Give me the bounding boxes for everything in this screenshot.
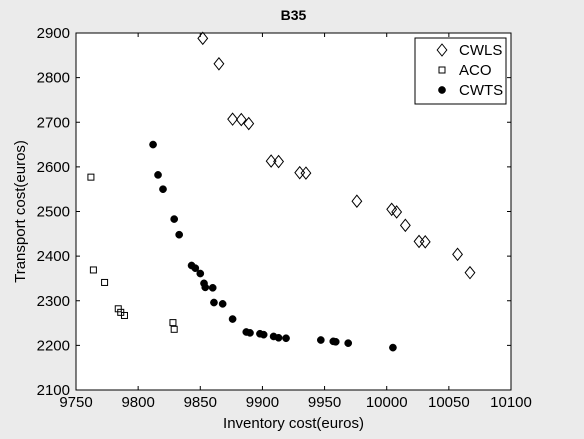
y-tick-label: 2800 xyxy=(37,70,70,87)
y-tick-label: 2400 xyxy=(37,248,70,265)
cwts-point xyxy=(389,343,397,352)
cwls-point xyxy=(273,154,285,169)
cwls-legend-label: CWLS xyxy=(459,42,502,59)
cwls-point xyxy=(300,166,312,180)
y-tick-label: 2200 xyxy=(37,337,70,354)
cwls-point xyxy=(265,154,277,168)
x-tick-label: 9800 xyxy=(121,394,154,411)
cwts-point xyxy=(331,337,340,346)
cwts-point xyxy=(344,339,353,347)
cwls-point xyxy=(243,116,255,131)
cwls-point xyxy=(399,218,411,233)
cwts-point xyxy=(196,269,205,278)
cwts-point xyxy=(191,264,200,273)
x-tick-label: 10000 xyxy=(366,394,408,411)
aco-point xyxy=(114,305,122,313)
aco-point xyxy=(89,266,97,274)
cwts-point xyxy=(228,315,237,323)
y-tick-label: 2900 xyxy=(37,25,70,42)
cwls-point xyxy=(464,265,476,280)
legend: CWLS ACO CWTS xyxy=(414,37,507,105)
cwts-point xyxy=(282,334,290,343)
x-tick-label: 9750 xyxy=(59,394,92,411)
cwts-point xyxy=(259,330,268,339)
aco-point xyxy=(169,319,177,327)
cwts-point xyxy=(159,185,167,194)
cwts-point xyxy=(149,140,157,149)
aco-point xyxy=(120,311,128,319)
x-tick-label: 10050 xyxy=(428,394,470,411)
cwls-point xyxy=(235,112,247,127)
y-tick-label: 2700 xyxy=(37,114,70,131)
cwls-point xyxy=(419,235,431,249)
x-tick-label: 10100 xyxy=(490,394,532,411)
cwts-point xyxy=(210,298,218,307)
y-tick-label: 2100 xyxy=(37,382,70,399)
cwts-point xyxy=(274,333,283,342)
cwls-point xyxy=(386,202,398,217)
cwls-point xyxy=(197,31,209,46)
cwts-point xyxy=(316,336,325,344)
y-axis-label: Transport cost(euros) xyxy=(12,140,29,283)
cwls-legend-marker xyxy=(436,43,448,57)
cwls-point xyxy=(227,112,239,126)
x-tick-label: 9950 xyxy=(308,394,341,411)
x-axis-ticks: 9750 9800 9850 9900 9950 10000 10050 10100 xyxy=(59,33,532,411)
x-tick-label: 9900 xyxy=(246,394,279,411)
cwts-point xyxy=(154,171,162,179)
cwts-legend-marker xyxy=(438,86,446,94)
aco-point xyxy=(170,325,178,333)
cwts-point xyxy=(201,283,210,292)
cwls-point xyxy=(351,194,363,209)
cwts-point xyxy=(218,300,227,308)
y-tick-label: 2600 xyxy=(37,159,70,176)
cwts-point xyxy=(175,230,184,239)
cwts-point xyxy=(170,215,179,223)
chart-title: B35 xyxy=(281,7,307,23)
x-tick-label: 9850 xyxy=(184,394,217,411)
y-axis-ticks: 2100 2200 2300 2400 2500 2600 2700 2800 2900 xyxy=(37,25,511,399)
cwts-point xyxy=(208,283,217,292)
aco-point xyxy=(101,278,109,286)
cwls-point xyxy=(452,247,463,262)
cwts-legend-label: CWTS xyxy=(459,82,503,99)
aco-point xyxy=(87,173,95,181)
cwls-point xyxy=(391,205,403,219)
data-marks xyxy=(87,31,476,352)
y-tick-label: 2500 xyxy=(37,204,70,221)
x-axis-label: Inventory cost(euros) xyxy=(223,415,364,432)
legend-box xyxy=(414,37,507,105)
aco-legend-marker xyxy=(438,66,446,74)
cwts-point xyxy=(246,329,254,337)
aco-legend-label: ACO xyxy=(459,62,492,79)
cwls-point xyxy=(213,56,225,71)
y-tick-label: 2300 xyxy=(37,293,70,310)
